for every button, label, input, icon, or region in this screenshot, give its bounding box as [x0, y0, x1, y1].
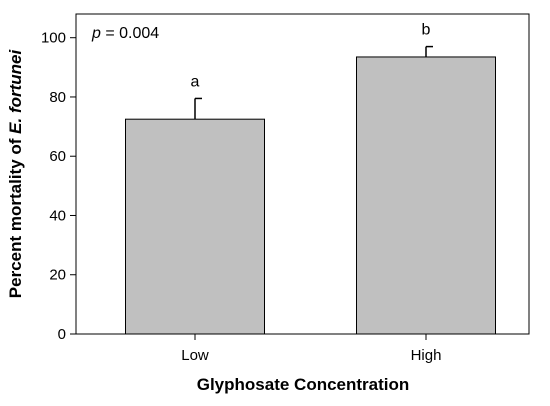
y-tick-label-60: 60 [49, 148, 66, 165]
plot-frame [75, 13, 530, 335]
group-letter-high: b [422, 22, 431, 39]
y-axis-label: Percent mortality of E. fortunei [6, 49, 25, 299]
p-value: = 0.004 [101, 25, 159, 42]
p-symbol: p [91, 25, 101, 42]
x-axis-label: Glyphosate Concentration [197, 375, 410, 394]
error-bars-layer [194, 45, 433, 120]
y-tick-label-80: 80 [49, 89, 66, 106]
y-axis-label-species: E. fortunei [6, 49, 25, 134]
y-axis-ticks: 0 20 40 60 80 100 [41, 30, 76, 343]
y-axis-label-prefix: Percent mortality of [6, 134, 25, 298]
group-letter-low: a [191, 73, 200, 90]
y-tick-label-40: 40 [49, 207, 66, 224]
y-tick-label-20: 20 [49, 267, 66, 284]
y-tick-label-100: 100 [41, 30, 66, 47]
bar-low [125, 118, 265, 335]
p-value-annotation: p = 0.004 [91, 25, 159, 42]
bars-layer [125, 56, 496, 335]
x-tick-label-high: High [411, 347, 442, 364]
x-tick-label-low: Low [181, 347, 209, 364]
x-axis-ticks: Low High [181, 334, 441, 364]
bar-high [356, 56, 496, 335]
group-letters: ab [191, 22, 431, 91]
y-tick-label-0: 0 [58, 326, 66, 343]
